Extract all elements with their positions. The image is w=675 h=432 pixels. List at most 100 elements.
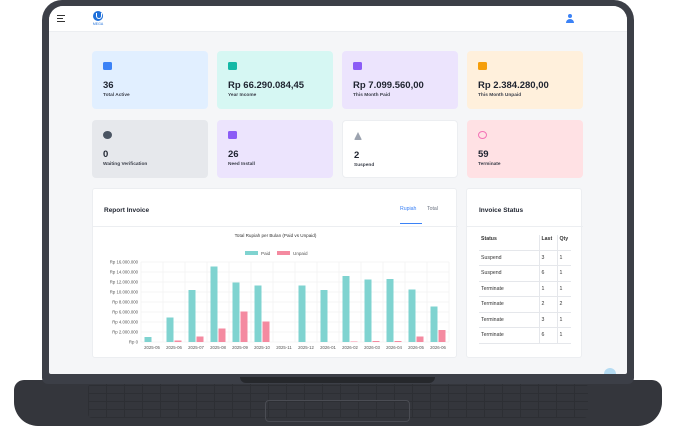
laptop-keyboard (88, 384, 588, 418)
bar-unpaid (350, 341, 358, 342)
table-cell: 1 (557, 281, 571, 297)
y-tick-label: Rp 6.000.000 (112, 310, 138, 315)
x-tick-label: 2026-06 (430, 345, 446, 350)
x-tick-label: 2025-11 (276, 345, 292, 350)
bar-unpaid (218, 328, 226, 342)
menu-icon[interactable] (57, 15, 65, 22)
laptop-trackpad (265, 400, 410, 422)
y-tick-label: Rp 14.000.000 (110, 270, 139, 275)
table-cell: 1 (538, 281, 558, 297)
stat-value: Rp 7.099.560,00 (353, 80, 424, 91)
bar-unpaid (262, 321, 270, 342)
stat-card[interactable]: 2 Suspend (342, 120, 458, 178)
x-tick-label: 2026-05 (408, 345, 424, 350)
table-cell: 1 (557, 312, 571, 328)
table-row: Suspend 6 1 (479, 265, 571, 282)
x-tick-label: 2025-09 (232, 345, 248, 350)
warning-icon (354, 132, 362, 140)
report-invoice-panel: Report Invoice Rupiah Total Total Rupiah… (92, 188, 458, 358)
app-screen: MEGA 36 Total Active Rp 66.290.084,45 Year … (49, 6, 627, 374)
stat-label: Year Income (228, 93, 257, 98)
bar-paid (166, 317, 174, 342)
table-cell: 2 (557, 296, 571, 313)
stat-value: 26 (228, 149, 239, 160)
stat-card[interactable]: 26 Need Install (217, 120, 333, 178)
stat-label: Waiting Verification (103, 162, 148, 167)
bar-unpaid (372, 341, 380, 342)
bar-paid (386, 279, 394, 342)
x-tick-label: 2026-03 (364, 345, 380, 350)
tab-rupiah[interactable]: Rupiah (400, 206, 417, 212)
clipboard-icon (228, 131, 237, 139)
stat-value: 2 (354, 150, 360, 161)
stat-card[interactable]: Rp 66.290.084,45 Year Income (217, 51, 333, 109)
table-cell: Suspend (479, 265, 539, 282)
legend-swatch (245, 251, 258, 255)
legend-label: Unpaid (293, 251, 308, 256)
x-tick-label: 2025-08 (210, 345, 226, 350)
bar-paid (364, 279, 372, 342)
users-icon (103, 62, 112, 70)
stat-card[interactable]: Rp 2.384.280,00 This Month Unpaid (467, 51, 583, 109)
y-tick-label: Rp 4.000.000 (112, 320, 138, 325)
wallet-icon (478, 62, 487, 70)
y-tick-label: Rp 0 (129, 340, 139, 345)
table-cell: 1 (557, 327, 571, 344)
stat-label: Total Active (103, 93, 130, 98)
stat-card[interactable]: 0 Waiting Verification (92, 120, 208, 178)
table-cell: 6 (538, 265, 558, 282)
stat-label: This Month Paid (353, 93, 391, 98)
bar-paid (342, 276, 350, 342)
stat-label: Terminate (478, 162, 501, 167)
stat-value: Rp 66.290.084,45 (228, 80, 305, 91)
bar-unpaid (174, 340, 182, 342)
report-title: Report Invoice (104, 207, 150, 214)
bar-unpaid (438, 330, 446, 342)
bar-paid (430, 306, 438, 342)
stat-card[interactable]: 36 Total Active (92, 51, 208, 109)
invoice-status-table: Status Last Qty Suspend 3 1 Suspend 6 1 Terminat… (479, 235, 571, 344)
bar-unpaid (416, 336, 424, 342)
stat-card[interactable]: Rp 7.099.560,00 This Month Paid (342, 51, 458, 109)
panel-divider (467, 226, 583, 227)
stat-label: Need Install (228, 162, 255, 167)
x-tick-label: 2026-04 (386, 345, 402, 350)
bar-paid (254, 285, 262, 342)
block-icon (478, 131, 487, 139)
table-row: Suspend 3 1 (479, 250, 571, 266)
y-tick-label: Rp 8.000.000 (112, 300, 138, 305)
tab-total[interactable]: Total (427, 206, 438, 212)
column-header: Status (479, 235, 539, 251)
stat-value: 59 (478, 149, 489, 160)
chart-icon (353, 62, 362, 70)
legend-label: Paid (261, 251, 271, 256)
table-cell: 3 (538, 312, 558, 328)
table-cell: Terminate (479, 327, 539, 344)
stat-value: 0 (103, 149, 109, 160)
bar-paid (320, 290, 328, 342)
invoice-bar-chart: Paid Unpaid Rp 0 Rp 2.000.000 Rp 4.000.000 Rp… (110, 251, 450, 350)
column-header: Qty (557, 235, 571, 251)
logo-text: MEGA (92, 22, 104, 26)
table-cell: 6 (538, 327, 558, 344)
top-bar: MEGA (49, 6, 627, 32)
chat-bubble-icon[interactable] (604, 368, 616, 374)
table-cell: Terminate (479, 296, 539, 313)
table-cell: Terminate (479, 281, 539, 297)
stat-value: 36 (103, 80, 114, 91)
bar-unpaid (196, 336, 204, 342)
x-tick-label: 2025-06 (166, 345, 182, 350)
y-tick-label: Rp 16.000.000 (110, 260, 139, 265)
x-tick-label: 2025-05 (144, 345, 160, 350)
table-cell: 1 (557, 250, 571, 266)
legend-swatch (277, 251, 290, 255)
user-avatar-icon[interactable] (565, 14, 575, 24)
table-row: Terminate 6 1 (479, 327, 571, 344)
stat-label: Suspend (354, 163, 375, 168)
app-logo[interactable]: MEGA (91, 11, 105, 27)
table-row: Terminate 1 1 (479, 281, 571, 297)
mail-icon (228, 62, 237, 70)
y-tick-label: Rp 10.000.000 (110, 290, 139, 295)
stat-card[interactable]: 59 Terminate (467, 120, 583, 178)
